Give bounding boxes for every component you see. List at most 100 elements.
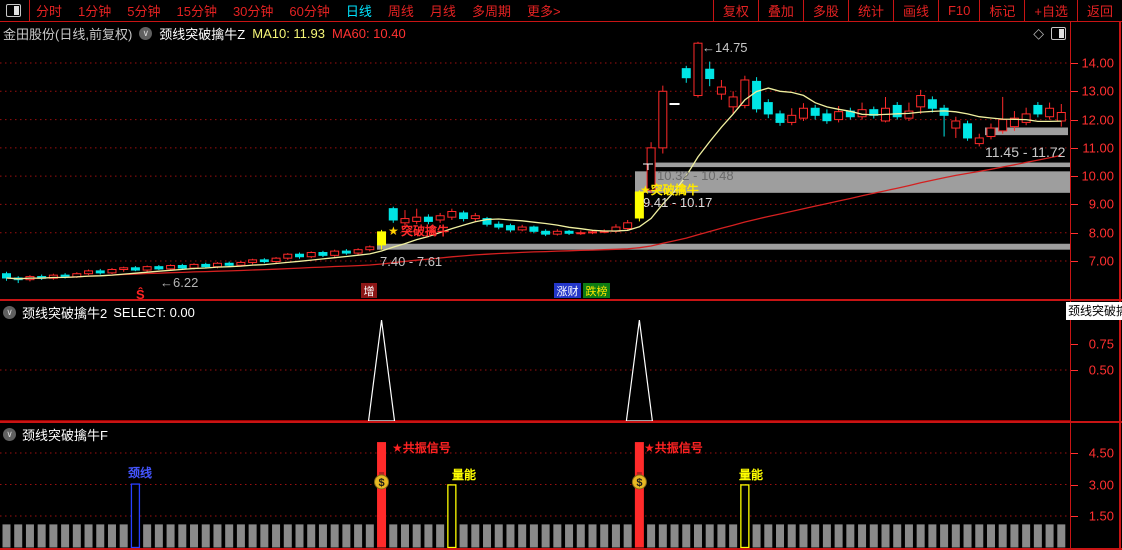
indicator2-select-value: SELECT: 0.00 (113, 305, 195, 320)
volume-bar (998, 524, 1007, 548)
action-statistics[interactable]: 统计 (847, 0, 893, 21)
tab-multiperiod[interactable]: 多周期 (471, 4, 511, 19)
axis-label: 0.75 (1088, 336, 1114, 352)
chart-badge[interactable] (361, 283, 377, 298)
axis-label: 7.00 (1088, 253, 1114, 269)
candle-body (939, 107, 949, 116)
indicator3-name[interactable]: 颈线突破擒牛F (22, 428, 108, 443)
bottom-border (0, 548, 1122, 550)
tab-5min[interactable]: 5分钟 (127, 4, 161, 19)
price-annotation: ←14.75 (702, 40, 748, 55)
tab-weekly[interactable]: 周线 (387, 4, 414, 19)
volume-bar (822, 524, 831, 548)
volume-bar (471, 524, 480, 548)
candle-body (634, 191, 644, 219)
price-annotation: Ŝ (136, 287, 145, 300)
action-mark[interactable]: 标记 (979, 0, 1024, 21)
candle-body (248, 259, 258, 263)
volume-bar (717, 524, 726, 548)
volume-bar (986, 524, 995, 548)
volume-bar (107, 524, 116, 548)
volume-bar (729, 524, 738, 548)
volume-bar (2, 524, 11, 548)
volume-bar (893, 524, 902, 548)
tab-more[interactable]: 更多> (526, 4, 561, 19)
action-adjust-price[interactable]: 复权 (712, 0, 758, 21)
volume-bar (670, 524, 679, 548)
chart-badge-label: 增 (364, 284, 375, 298)
volume-bar (272, 524, 281, 548)
resonance-signal-bar (634, 442, 644, 548)
chevron-down-circle-icon[interactable]: ∨ (3, 428, 16, 441)
volume-bar (1033, 524, 1042, 548)
window-split-icon[interactable] (6, 4, 21, 17)
tab-daily[interactable]: 日线 (345, 4, 372, 19)
tab-60min[interactable]: 60分钟 (289, 4, 330, 19)
candle-body (728, 96, 738, 108)
volume-bar (49, 524, 58, 548)
action-multi-stock[interactable]: 多股 (802, 0, 848, 21)
indicator2-name[interactable]: 颈线突破擒牛2 (22, 306, 108, 321)
axis-tick (1070, 484, 1078, 486)
volume-bar (365, 524, 374, 548)
tab-timeshare[interactable]: 分时 (36, 4, 63, 19)
candle-body (541, 230, 551, 235)
volume-bar (553, 524, 562, 548)
candle-body (681, 68, 691, 79)
chevron-down-circle-icon[interactable]: ∨ (139, 26, 153, 40)
action-overlay[interactable]: 叠加 (757, 0, 803, 21)
chart-badge[interactable] (583, 283, 610, 298)
volume-bar (178, 524, 187, 548)
candle-body (130, 267, 140, 271)
tab-1min[interactable]: 1分钟 (78, 4, 112, 19)
diamond-icon[interactable]: ◇ (1033, 25, 1044, 41)
tab-monthly[interactable]: 月线 (429, 4, 456, 19)
price-axis: 14.00 13.00 12.00 11.00 10.00 9.00 8.00 7.00 0.7… (1070, 21, 1122, 550)
signal-label: 颈线 (127, 465, 152, 480)
volume-bar (1010, 524, 1019, 548)
candle-body (752, 80, 762, 110)
candle-body (423, 216, 433, 222)
volume-bar (166, 524, 175, 548)
candle-body (693, 42, 703, 97)
volume-bar (412, 524, 421, 548)
candle-body (798, 107, 808, 119)
action-draw-line[interactable]: 画线 (892, 0, 938, 21)
candle-body (998, 119, 1008, 132)
candle-body (834, 111, 844, 121)
candle-body (787, 114, 797, 123)
action-back[interactable]: 返回 (1076, 0, 1122, 21)
main-price-chart-plot[interactable]: 增涨财 跌榜←6.22Ŝ7.40 - 7.61★ 突破擒牛★突破擒牛9.41 - 1… (0, 38, 1070, 300)
candle-body (763, 102, 773, 115)
volume-energy-bar (447, 484, 457, 548)
volume-bar (518, 524, 527, 548)
candle-body (775, 113, 785, 123)
tab-30min[interactable]: 30分钟 (232, 4, 274, 19)
volume-bar (834, 524, 843, 548)
candle-body (963, 123, 973, 139)
volume-bar (84, 524, 93, 548)
tab-15min[interactable]: 15分钟 (176, 4, 217, 19)
volume-bar (916, 524, 925, 548)
panel-separator (0, 421, 1122, 423)
chart-badge-label: 涨财 (557, 284, 579, 298)
panel-layout-icon[interactable] (1051, 26, 1066, 40)
action-add-watchlist[interactable]: +自选 (1024, 0, 1077, 21)
neckline-band (653, 162, 1070, 168)
volume-bar (201, 524, 210, 548)
candle-body (412, 216, 422, 222)
volume-bar (975, 524, 984, 548)
action-f10[interactable]: F10 (937, 0, 979, 21)
volume-bar (1022, 524, 1031, 548)
axis-label: 13.00 (1081, 83, 1114, 99)
chevron-down-circle-icon[interactable]: ∨ (3, 306, 16, 319)
neckline-band (985, 127, 1068, 136)
indicator-name[interactable]: 颈线突破擒牛Z (159, 26, 246, 42)
candle-body (95, 270, 105, 274)
candle-body (1033, 104, 1043, 115)
volume-bar (283, 524, 292, 548)
chart-badge[interactable] (554, 283, 581, 298)
price-annotation: ←6.22 (160, 275, 198, 290)
volume-bar (354, 524, 363, 548)
